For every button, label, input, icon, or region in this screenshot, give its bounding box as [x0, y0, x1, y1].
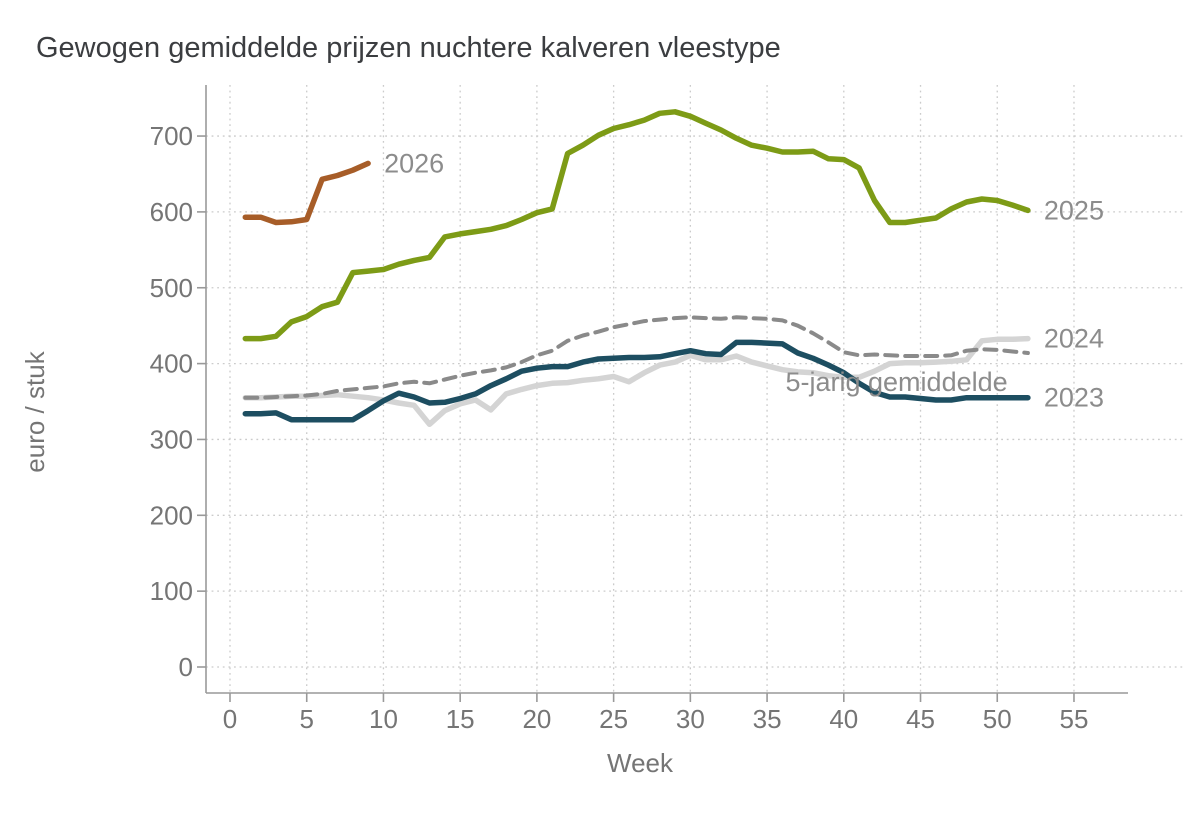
series-line-2026 — [242, 160, 371, 226]
series-label-5-jarig-gemiddelde: 5-jarig gemiddelde — [786, 367, 1008, 397]
series-line-2025 — [242, 109, 1031, 342]
y-tick-label: 200 — [150, 500, 193, 530]
y-tick-label: 500 — [150, 273, 193, 303]
series-label-2024: 2024 — [1044, 324, 1104, 354]
series-line-2024 — [242, 335, 1031, 428]
series-label-2025: 2025 — [1044, 195, 1104, 225]
y-tick-label: 700 — [150, 121, 193, 151]
gridlines — [206, 85, 1185, 693]
x-tick-label: 30 — [676, 704, 705, 734]
y-tick-label: 100 — [150, 576, 193, 606]
series-line-5-jarig-gemiddelde — [243, 315, 1030, 400]
x-tick-label: 20 — [522, 704, 551, 734]
x-tick-label: 15 — [446, 704, 475, 734]
x-tick-label: 0 — [223, 704, 237, 734]
series-line-2023 — [242, 339, 1031, 423]
x-axis-title: Week — [607, 748, 674, 778]
x-tick-label: 25 — [599, 704, 628, 734]
y-tick-label: 600 — [150, 197, 193, 227]
series-label-2026: 2026 — [384, 148, 444, 178]
series-lines — [242, 109, 1031, 428]
chart-title: Gewogen gemiddelde prijzen nuchtere kalv… — [36, 32, 781, 64]
x-tick-label: 10 — [369, 704, 398, 734]
x-tick-label: 55 — [1060, 704, 1089, 734]
y-tick-label: 400 — [150, 349, 193, 379]
y-tick-label: 300 — [150, 424, 193, 454]
axes — [197, 85, 1128, 702]
series-labels: 2024 5-jarig gemiddelde 2023 2025 2026 — [384, 148, 1104, 412]
x-tick-label: 5 — [299, 704, 313, 734]
series-label-2023: 2023 — [1044, 383, 1104, 413]
y-axis-title: euro / stuk — [20, 350, 50, 472]
tick-labels: 0 100 200 300 400 500 600 700 0 5 10 15 20 25 30 35 40 45… — [150, 121, 1089, 734]
y-tick-label: 0 — [179, 652, 193, 682]
x-tick-label: 35 — [753, 704, 782, 734]
x-tick-label: 50 — [983, 704, 1012, 734]
x-tick-label: 40 — [829, 704, 858, 734]
x-tick-label: 45 — [906, 704, 935, 734]
